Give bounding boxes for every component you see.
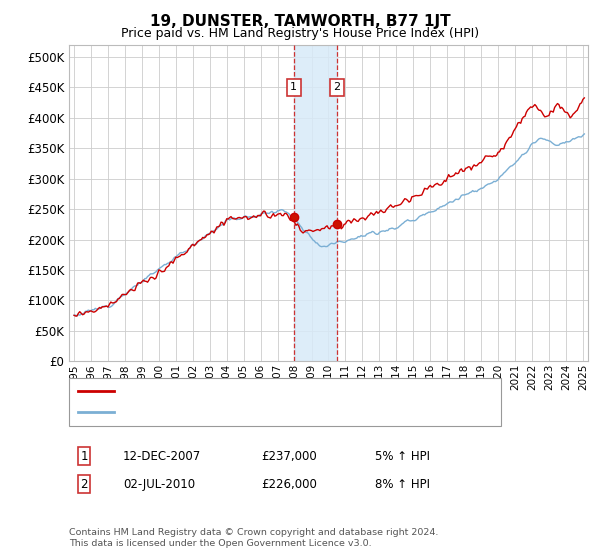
Bar [294,45,337,361]
Text: 1: 1 [80,450,88,463]
Text: 12-DEC-2007: 12-DEC-2007 [123,450,201,463]
Text: 2: 2 [80,478,88,491]
Text: 19, DUNSTER, TAMWORTH, B77 1JT (detached house): 19, DUNSTER, TAMWORTH, B77 1JT (detached… [120,385,435,398]
Text: Contains HM Land Registry data © Crown copyright and database right 2024.
This d: Contains HM Land Registry data © Crown c… [69,528,439,548]
Text: 19, DUNSTER, TAMWORTH, B77 1JT: 19, DUNSTER, TAMWORTH, B77 1JT [149,14,451,29]
Text: Price paid vs. HM Land Registry's House Price Index (HPI): Price paid vs. HM Land Registry's House … [121,27,479,40]
Text: £237,000: £237,000 [261,450,317,463]
Text: 8% ↑ HPI: 8% ↑ HPI [375,478,430,491]
Text: 02-JUL-2010: 02-JUL-2010 [123,478,195,491]
Text: 2: 2 [334,82,341,92]
Text: £226,000: £226,000 [261,478,317,491]
Text: 5% ↑ HPI: 5% ↑ HPI [375,450,430,463]
Text: 1: 1 [290,82,297,92]
Text: HPI: Average price, detached house, Tamworth: HPI: Average price, detached house, Tamw… [120,406,396,419]
